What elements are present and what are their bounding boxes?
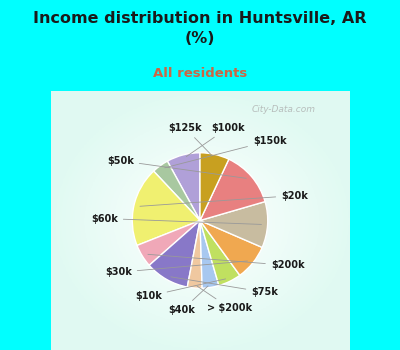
Wedge shape — [200, 159, 265, 220]
Wedge shape — [200, 220, 262, 275]
Wedge shape — [200, 220, 219, 288]
Text: $40k: $40k — [169, 286, 208, 315]
Text: $150k: $150k — [165, 136, 286, 168]
Text: $20k: $20k — [140, 191, 308, 206]
Text: Income distribution in Huntsville, AR
(%): Income distribution in Huntsville, AR (%… — [33, 11, 367, 46]
Wedge shape — [200, 202, 268, 247]
Text: $200k: $200k — [148, 254, 304, 270]
Wedge shape — [132, 171, 200, 245]
Wedge shape — [149, 220, 200, 287]
Text: $30k: $30k — [105, 261, 248, 277]
Wedge shape — [187, 220, 202, 288]
Text: City-Data.com: City-Data.com — [252, 105, 316, 114]
Text: All residents: All residents — [153, 67, 247, 80]
Text: $125k: $125k — [168, 123, 212, 156]
Wedge shape — [200, 153, 229, 220]
Text: $50k: $50k — [107, 156, 246, 178]
Wedge shape — [167, 153, 200, 220]
Wedge shape — [154, 161, 200, 220]
Text: $100k: $100k — [186, 123, 245, 156]
Text: $60k: $60k — [91, 214, 262, 224]
Text: $75k: $75k — [171, 277, 278, 297]
Wedge shape — [137, 220, 200, 265]
Text: > $200k: > $200k — [197, 286, 252, 313]
Text: $10k: $10k — [135, 279, 226, 301]
Wedge shape — [200, 220, 240, 286]
